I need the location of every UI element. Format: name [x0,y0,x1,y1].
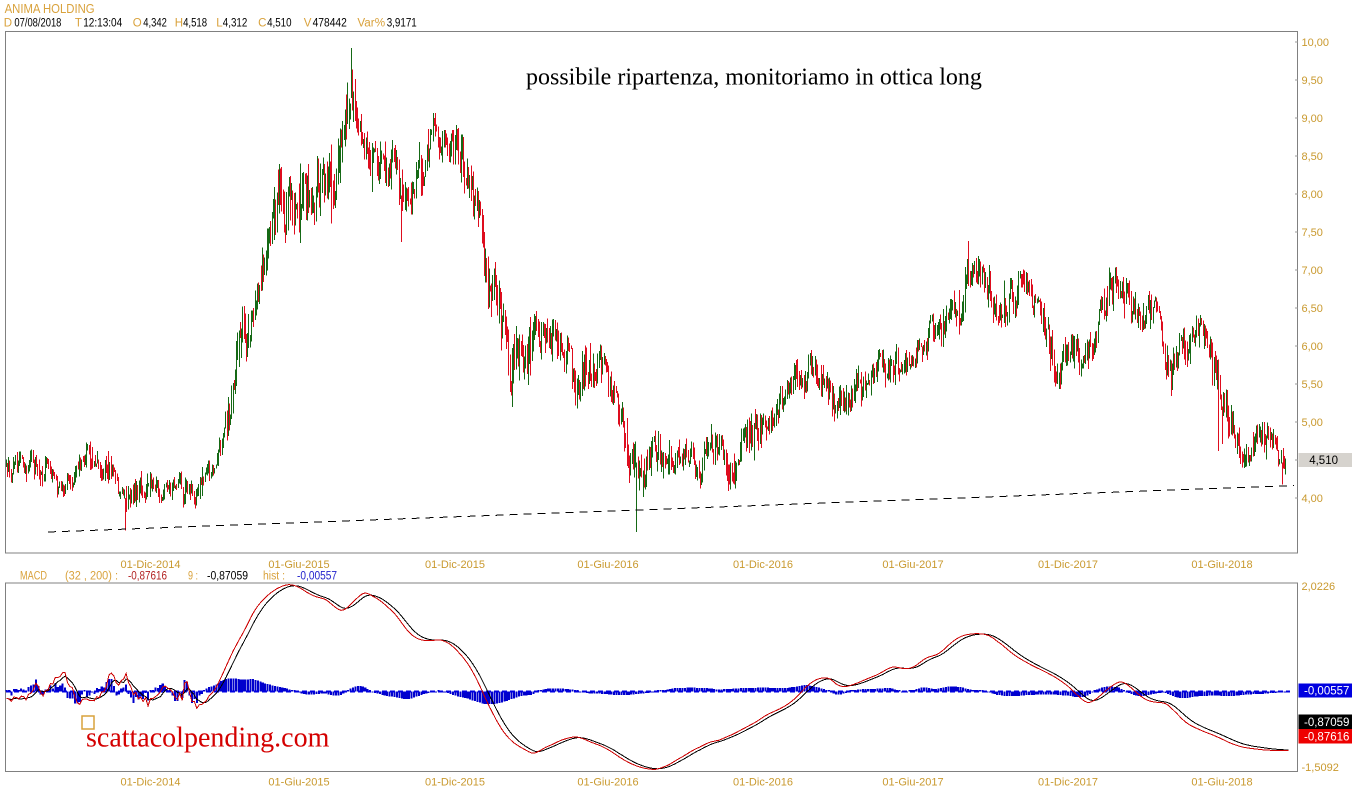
svg-text:-1,5092: -1,5092 [1302,762,1339,774]
svg-text:9 :: 9 : [188,571,198,583]
svg-text:H: H [175,17,183,29]
svg-text:01-Giu-2015: 01-Giu-2015 [268,777,329,789]
svg-text:Var%: Var% [357,17,385,29]
svg-text:7,00: 7,00 [1302,265,1323,277]
svg-text:01-Dic-2017: 01-Dic-2017 [1038,777,1098,789]
svg-text:4,342: 4,342 [143,17,167,29]
svg-text:4,518: 4,518 [183,17,207,29]
svg-text:-0,00557: -0,00557 [297,571,337,583]
svg-text:2,0226: 2,0226 [1302,581,1336,593]
svg-text:12:13:04: 12:13:04 [83,17,123,29]
svg-text:01-Giu-2017: 01-Giu-2017 [882,559,943,571]
svg-text:-0,87616: -0,87616 [1304,732,1349,744]
svg-text:L: L [216,17,223,29]
svg-text:4,00: 4,00 [1302,493,1323,505]
svg-text:scattacolpending.com: scattacolpending.com [86,723,330,754]
svg-text:4,510: 4,510 [1309,455,1338,467]
svg-text:4,510: 4,510 [267,17,291,29]
svg-text:5,00: 5,00 [1302,417,1323,429]
svg-text:T: T [75,17,82,29]
svg-text:V: V [304,17,312,29]
svg-text:(32 , 200) :: (32 , 200) : [65,571,118,583]
svg-text:9,00: 9,00 [1302,113,1323,125]
svg-text:8,00: 8,00 [1302,189,1323,201]
svg-text:ANIMA HOLDING: ANIMA HOLDING [5,2,95,16]
svg-text:01-Dic-2015: 01-Dic-2015 [425,559,485,571]
svg-text:01-Giu-2016: 01-Giu-2016 [577,777,638,789]
svg-text:possibile ripartenza, monitori: possibile ripartenza, monitoriamo in ott… [526,65,982,91]
svg-text:8,50: 8,50 [1302,151,1323,163]
svg-text:01-Dic-2017: 01-Dic-2017 [1038,559,1098,571]
svg-text:01-Dic-2014: 01-Dic-2014 [121,559,181,571]
svg-text:01-Giu-2018: 01-Giu-2018 [1191,559,1252,571]
svg-text:01-Giu-2015: 01-Giu-2015 [268,559,329,571]
svg-text:7,50: 7,50 [1302,227,1323,239]
svg-text:07/08/2018: 07/08/2018 [14,17,61,29]
svg-text:9,50: 9,50 [1302,75,1323,87]
svg-text:01-Dic-2016: 01-Dic-2016 [733,559,793,571]
svg-text:-0,87616: -0,87616 [128,571,167,583]
svg-text:O: O [133,17,142,29]
svg-text:-0,87059: -0,87059 [207,571,248,583]
svg-text:3,9171: 3,9171 [387,17,417,29]
svg-text:01-Dic-2015: 01-Dic-2015 [425,777,485,789]
svg-text:6,00: 6,00 [1302,341,1323,353]
svg-text:-0,87059: -0,87059 [1304,717,1349,729]
svg-text:6,50: 6,50 [1302,303,1323,315]
svg-text:478442: 478442 [313,17,347,29]
svg-text:01-Giu-2017: 01-Giu-2017 [882,777,943,789]
svg-text:01-Dic-2014: 01-Dic-2014 [121,777,181,789]
svg-text:4,312: 4,312 [223,17,248,29]
svg-text:MACD: MACD [20,571,47,583]
svg-text:5,50: 5,50 [1302,379,1323,391]
svg-text:hist :: hist : [263,571,285,583]
svg-text:10,00: 10,00 [1302,37,1330,49]
svg-text:-0,00557: -0,00557 [1304,686,1349,698]
svg-text:01-Dic-2016: 01-Dic-2016 [733,777,793,789]
svg-text:D: D [4,17,12,29]
svg-text:01-Giu-2016: 01-Giu-2016 [577,559,638,571]
svg-text:C: C [258,17,266,29]
svg-text:01-Giu-2018: 01-Giu-2018 [1191,777,1252,789]
